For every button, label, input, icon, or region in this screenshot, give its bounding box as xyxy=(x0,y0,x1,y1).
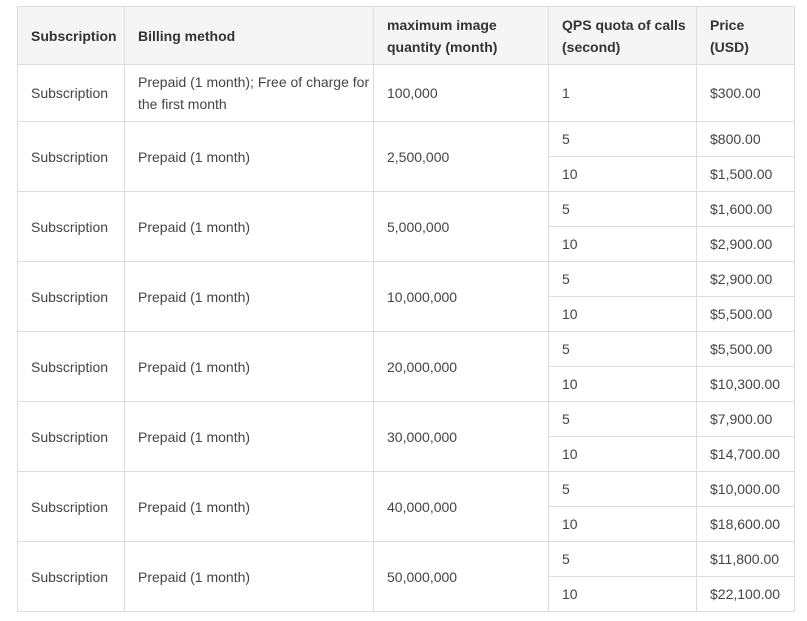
table-row: 10 $5,500.00 xyxy=(18,296,795,332)
price-cell: $800.00 xyxy=(696,121,795,157)
price-cell: $1,500.00 xyxy=(696,156,795,192)
table-body: Subscription Prepaid (1 month); Free of c… xyxy=(17,64,795,612)
billing-method-cell: Prepaid (1 month) xyxy=(124,401,374,472)
image-quantity-cell: 40,000,000 xyxy=(373,471,549,542)
billing-method-cell: Prepaid (1 month) xyxy=(124,191,374,262)
header-qps-quota-line: (second) xyxy=(562,38,621,55)
subscription-cell: Subscription xyxy=(17,261,125,332)
header-price-line: (USD) xyxy=(710,38,749,55)
header-subscription: Subscription xyxy=(17,6,125,65)
header-qps-quota-line: QPS quota of calls xyxy=(562,16,686,33)
qps-cell: 10 xyxy=(548,506,697,542)
billing-method-cell: Prepaid (1 month) xyxy=(124,261,374,332)
table-row: Subscription Prepaid (1 month); Free of c… xyxy=(17,64,795,122)
qps-cell: 5 xyxy=(548,191,697,227)
qps-cell: 5 xyxy=(548,471,697,507)
table-row: Subscription Prepaid (1 month) 30,000,000 5… xyxy=(17,401,795,472)
table-row: 10 $2,900.00 xyxy=(18,226,795,262)
image-quantity-cell: 5,000,000 xyxy=(373,191,549,262)
billing-method-cell: Prepaid (1 month) xyxy=(124,331,374,402)
header-qps-quota: QPS quota of calls (second) xyxy=(548,6,697,65)
price-cell: $7,900.00 xyxy=(696,401,795,437)
table-row: 10 $22,100.00 xyxy=(18,576,795,612)
price-cell: $1,600.00 xyxy=(696,191,795,227)
price-cell: $300.00 xyxy=(696,64,795,122)
qps-cell: 10 xyxy=(548,156,697,192)
header-max-image-quantity-line: quantity (month) xyxy=(387,38,498,55)
image-quantity-cell: 2,500,000 xyxy=(373,121,549,192)
billing-method-cell: Prepaid (1 month) xyxy=(124,471,374,542)
table-row: 10 $14,700.00 xyxy=(18,436,795,472)
table-row: 10 $18,600.00 xyxy=(18,506,795,542)
header-max-image-quantity: maximum image quantity (month) xyxy=(373,6,549,65)
qps-cell: 5 xyxy=(548,331,697,367)
price-cell: $2,900.00 xyxy=(696,261,795,297)
price-cell: $2,900.00 xyxy=(696,226,795,262)
subscription-cell: Subscription xyxy=(17,121,125,192)
subscription-cell: Subscription xyxy=(17,64,125,122)
price-cell: $10,300.00 xyxy=(696,366,795,402)
qps-cell: 10 xyxy=(548,366,697,402)
table-header: Subscription Billing method maximum image q… xyxy=(17,6,795,65)
subscription-cell: Subscription xyxy=(17,331,125,402)
qps-cell: 1 xyxy=(548,64,697,122)
subscription-cell: Subscription xyxy=(17,471,125,542)
image-quantity-cell: 30,000,000 xyxy=(373,401,549,472)
qps-cell: 10 xyxy=(548,436,697,472)
header-billing-method-line: Billing method xyxy=(138,27,236,44)
image-quantity-cell: 20,000,000 xyxy=(373,331,549,402)
header-max-image-quantity-line: maximum image xyxy=(387,16,497,33)
billing-method-cell: Prepaid (1 month); Free of charge for th… xyxy=(124,64,374,122)
billing-method-cell: Prepaid (1 month) xyxy=(124,121,374,192)
header-subscription-line: Subscription xyxy=(31,27,117,44)
qps-cell: 5 xyxy=(548,121,697,157)
price-cell: $5,500.00 xyxy=(696,331,795,367)
table-row: Subscription Prepaid (1 month) 10,000,000 5… xyxy=(17,261,795,332)
header-billing-method: Billing method xyxy=(124,6,374,65)
pricing-table: Subscription Billing method maximum image q… xyxy=(17,6,795,612)
table-row: Subscription Prepaid (1 month) 40,000,000 5… xyxy=(17,471,795,542)
qps-cell: 10 xyxy=(548,296,697,332)
table-row: 10 $1,500.00 xyxy=(18,156,795,192)
table-row: Subscription Prepaid (1 month) 5,000,000 5 $… xyxy=(17,191,795,262)
price-cell: $5,500.00 xyxy=(696,296,795,332)
subscription-cell: Subscription xyxy=(17,541,125,612)
header-price: Price (USD) xyxy=(696,6,795,65)
table-row: Subscription Prepaid (1 month) 2,500,000 5 $… xyxy=(17,121,795,192)
billing-method-cell: Prepaid (1 month) xyxy=(124,541,374,612)
table-row: 10 $10,300.00 xyxy=(18,366,795,402)
qps-cell: 5 xyxy=(548,261,697,297)
price-cell: $22,100.00 xyxy=(696,576,795,612)
image-quantity-cell: 10,000,000 xyxy=(373,261,549,332)
header-row: Subscription Billing method maximum image q… xyxy=(17,6,795,65)
qps-cell: 10 xyxy=(548,576,697,612)
qps-cell: 5 xyxy=(548,401,697,437)
price-cell: $14,700.00 xyxy=(696,436,795,472)
price-cell: $18,600.00 xyxy=(696,506,795,542)
header-price-line: Price xyxy=(710,16,745,33)
price-cell: $10,000.00 xyxy=(696,471,795,507)
price-cell: $11,800.00 xyxy=(696,541,795,577)
image-quantity-cell: 100,000 xyxy=(373,64,549,122)
qps-cell: 5 xyxy=(548,541,697,577)
qps-cell: 10 xyxy=(548,226,697,262)
table-row: Subscription Prepaid (1 month) 20,000,000 5… xyxy=(17,331,795,402)
image-quantity-cell: 50,000,000 xyxy=(373,541,549,612)
subscription-cell: Subscription xyxy=(17,401,125,472)
subscription-cell: Subscription xyxy=(17,191,125,262)
table-row: Subscription Prepaid (1 month) 50,000,000 5… xyxy=(17,541,795,612)
